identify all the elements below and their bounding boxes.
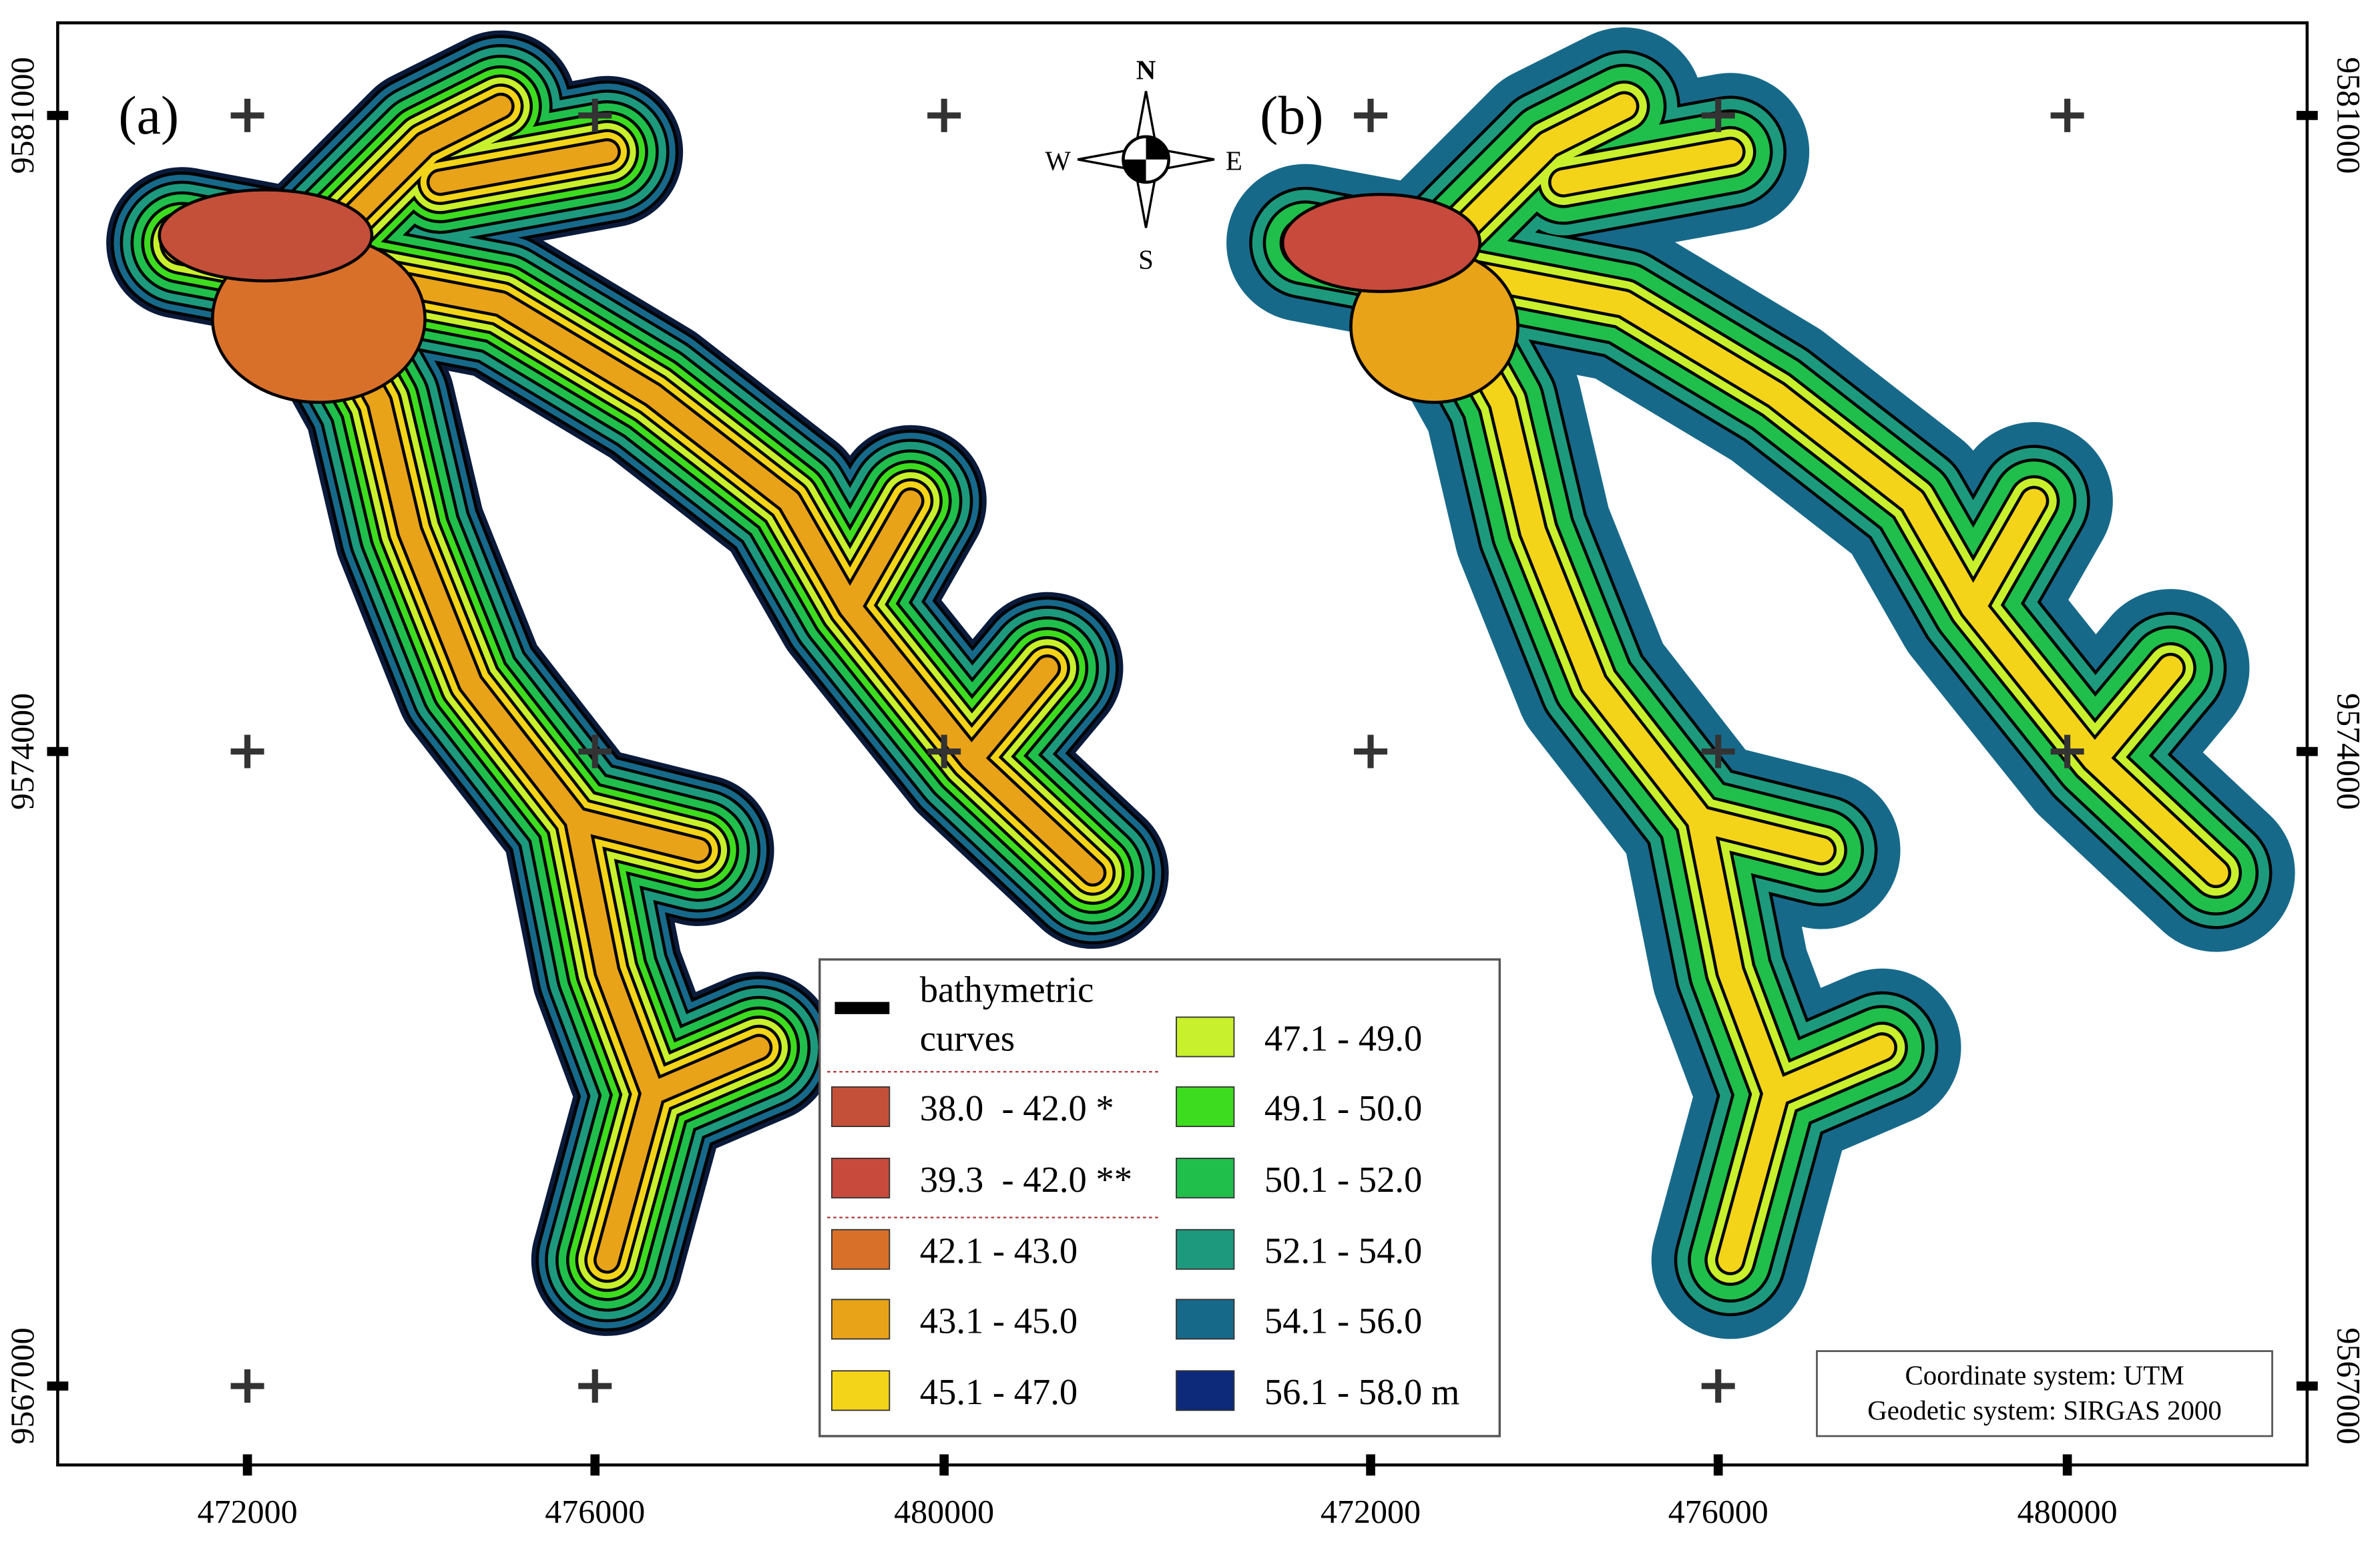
- x-tick-label: 476000: [545, 1493, 645, 1530]
- compass-e: E: [1226, 146, 1242, 176]
- y-tick-label: 9567000: [2330, 1327, 2367, 1444]
- legend-swatch: [1176, 1370, 1235, 1411]
- legend-swatch: [831, 1299, 891, 1340]
- y-tick-label: 9574000: [3, 693, 41, 810]
- grid-crosses: [230, 98, 2084, 1403]
- legend-swatch: [1176, 1086, 1235, 1128]
- compass-n: N: [1136, 55, 1156, 85]
- legend-label: 54.1 - 56.0: [1264, 1300, 1422, 1341]
- legend-label: 52.1 - 54.0: [1264, 1231, 1422, 1271]
- legend-swatch: [831, 1229, 891, 1270]
- map-panel-b: [1282, 106, 2216, 1260]
- map-panel-a: [160, 106, 1093, 1260]
- depth-zone: [1280, 192, 1482, 293]
- y-tick-label: 9567000: [3, 1327, 41, 1444]
- panel-label: (a): [118, 85, 179, 146]
- legend-label: 43.1 - 45.0: [920, 1300, 1078, 1341]
- legend-curves: curves: [920, 1018, 1015, 1058]
- legend-swatch: [1176, 1157, 1235, 1198]
- y-tick-label: 9574000: [2330, 693, 2367, 810]
- axis-ticks: [47, 111, 2318, 1476]
- legend-swatch: [1176, 1299, 1235, 1340]
- x-tick-label: 472000: [1321, 1493, 1421, 1530]
- y-tick-label: 9581000: [3, 57, 41, 174]
- compass: N S E W: [1045, 55, 1242, 274]
- legend-swatch: [831, 1370, 891, 1411]
- legend-swatch: [831, 1157, 891, 1198]
- y-tick-label: 9581000: [2330, 57, 2367, 174]
- legend-swatch: [831, 1086, 891, 1128]
- note-line: Coordinate system: UTM: [1905, 1361, 2184, 1391]
- x-tick-label: 480000: [894, 1493, 994, 1530]
- x-tick-label: 476000: [1668, 1493, 1768, 1530]
- depth-zone: [158, 188, 374, 282]
- legend-swatch: [1176, 1016, 1235, 1058]
- compass-s: S: [1138, 245, 1154, 275]
- legend-curves: bathymetric: [920, 969, 1094, 1010]
- legend-swatch: [1176, 1229, 1235, 1270]
- panel-label: (b): [1260, 85, 1323, 146]
- coordinate-note: Coordinate system: UTM Geodetic system: …: [1816, 1350, 2273, 1438]
- legend: bathymetric curves 38.0 - 42.0 * 39.3 - 4…: [818, 958, 1501, 1438]
- x-tick-label: 480000: [2017, 1493, 2118, 1530]
- legend-label: 50.1 - 52.0: [1264, 1159, 1422, 1200]
- map-frame: [56, 21, 2309, 1467]
- compass-w: W: [1045, 146, 1071, 176]
- legend-label: 39.3 - 42.0 **: [920, 1159, 1132, 1200]
- x-tick-label: 472000: [198, 1493, 298, 1530]
- legend-label: 38.0 - 42.0 *: [920, 1088, 1114, 1128]
- legend-label: 56.1 - 58.0 m: [1264, 1371, 1459, 1412]
- note-line: Geodetic system: SIRGAS 2000: [1867, 1395, 2222, 1425]
- legend-label: 42.1 - 43.0: [920, 1231, 1078, 1271]
- legend-label: 49.1 - 50.0: [1264, 1088, 1422, 1128]
- legend-label: 45.1 - 47.0: [920, 1371, 1078, 1412]
- legend-label: 47.1 - 49.0: [1264, 1018, 1422, 1058]
